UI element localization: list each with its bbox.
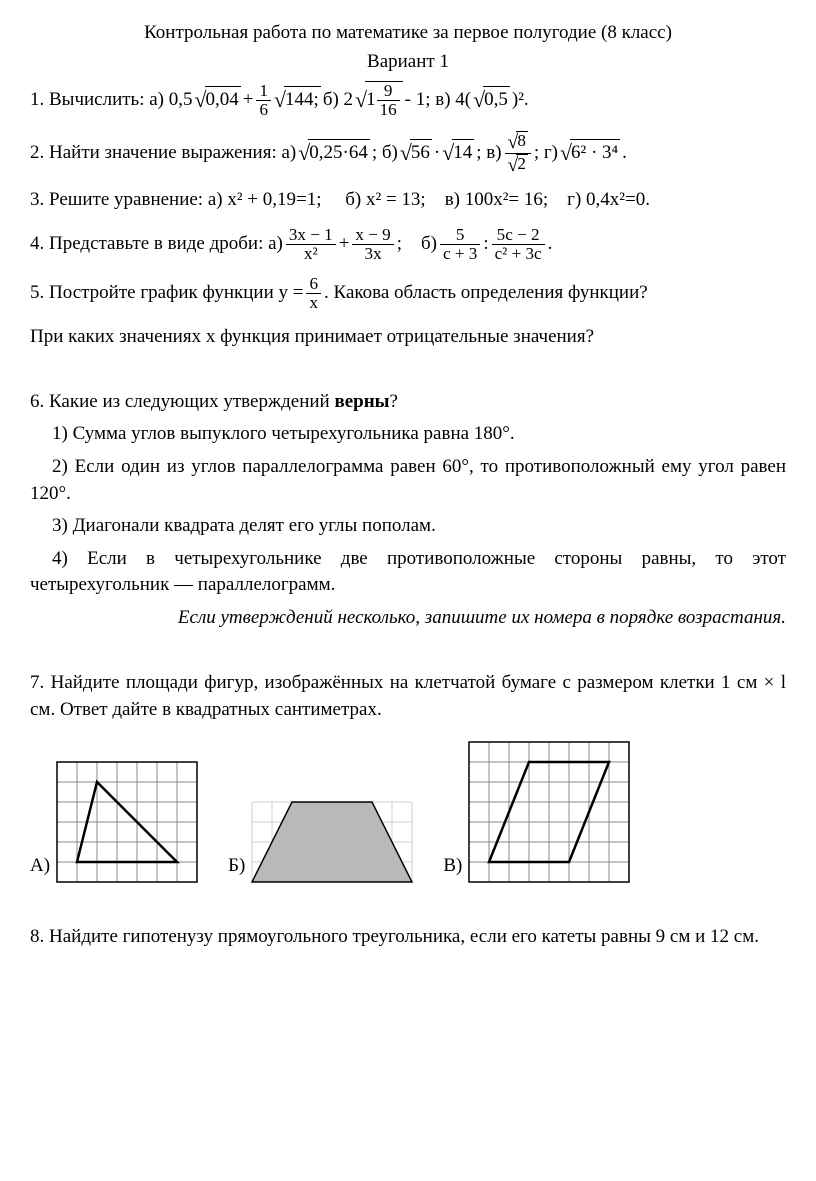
question-2: 2. Найти значение выражения: а) √0,25·64… (30, 131, 627, 175)
q2-end: . (622, 140, 627, 167)
question-1: 1. Вычислить: а) 0,5 √0,04 + 16 √144; б)… (30, 81, 529, 119)
frac-43: 5c + 3 (440, 226, 480, 263)
frac-42: x − 93x (352, 226, 393, 263)
q5-a: 5. Постройте график функции у = (30, 280, 303, 307)
q4-b: ; б) (397, 231, 437, 258)
question-8: 8. Найдите гипотенузу прямоугольного тре… (30, 924, 786, 951)
q4-lead: 4. Представьте в виде дроби: а) (30, 231, 283, 258)
sqrt-14: √14 (442, 138, 474, 169)
figure-b (251, 801, 413, 883)
q2-g: ; г) (534, 140, 558, 167)
variant: Вариант 1 (30, 49, 786, 76)
sqrt-56: √56 (400, 138, 432, 169)
q4-end: . (548, 231, 553, 258)
q4-div: : (483, 231, 488, 258)
q6-opt-2: 2) Если один из углов параллелограмма ра… (30, 454, 786, 507)
title: Контрольная работа по математике за перв… (30, 20, 786, 47)
figure-v (468, 741, 630, 883)
question-3: 3. Решите уравнение: а) х² + 0,19=1; б) … (30, 187, 786, 214)
q6-opt-4: 4) Если в четырехугольнике две противопо… (30, 546, 786, 599)
fig-label-a: А) (30, 853, 50, 884)
sqrt-144: √144; (274, 85, 321, 116)
question-5: 5. Постройте график функции у = 6x . Как… (30, 275, 648, 312)
sqrt-025-64: √0,25·64 (298, 138, 370, 169)
fig-label-v: В) (443, 853, 462, 884)
q4-plus: + (339, 231, 350, 258)
question-6-lead: 6. Какие из следующих утверждений верны? (30, 389, 786, 416)
q6-note: Если утверждений несколько, запишите их … (30, 605, 786, 632)
q2-sc: ; б) (372, 140, 398, 167)
q1-plus: + (243, 87, 254, 114)
q1-v-tail: )². (512, 87, 529, 114)
question-5-line2: При каких значениях х функция принимает … (30, 324, 786, 351)
q1-b: б) 2 (323, 87, 353, 114)
sqrt-6234: √6² · 3⁴ (560, 138, 620, 169)
q6-opt-3: 3) Диагонали квадрата делят его углы поп… (30, 513, 786, 540)
frac-44: 5c − 2c² + 3c (492, 226, 545, 263)
q1-b-tail: - 1; в) 4( (405, 87, 471, 114)
q5-b: . Какова область определения функции? (324, 280, 648, 307)
q2-lead: 2. Найти значение выражения: а) (30, 140, 296, 167)
q6-opt-1: 1) Сумма углов выпуклого четырехугольник… (30, 421, 786, 448)
question-4: 4. Представьте в виде дроби: а) 3x − 1x²… (30, 226, 552, 263)
frac-6-x: 6x (306, 275, 321, 312)
sqrt-05: √0,5 (473, 85, 510, 116)
q2-v: ; в) (476, 140, 501, 167)
frac-sqrt8-sqrt2: √8 √2 (505, 131, 531, 175)
q2-dot: · (434, 140, 440, 167)
figure-a (56, 761, 198, 883)
figures-row: А) Б) В) (30, 741, 786, 883)
sqrt-mixed: √1916 (355, 81, 403, 119)
frac-1-6: 16 (256, 82, 271, 119)
q1-lead: 1. Вычислить: а) 0,5 (30, 87, 193, 114)
frac-41: 3x − 1x² (286, 226, 336, 263)
sqrt-004: √0,04 (195, 85, 241, 116)
fig-label-b: Б) (228, 853, 245, 884)
question-7: 7. Найдите площади фигур, изображённых н… (30, 670, 786, 723)
